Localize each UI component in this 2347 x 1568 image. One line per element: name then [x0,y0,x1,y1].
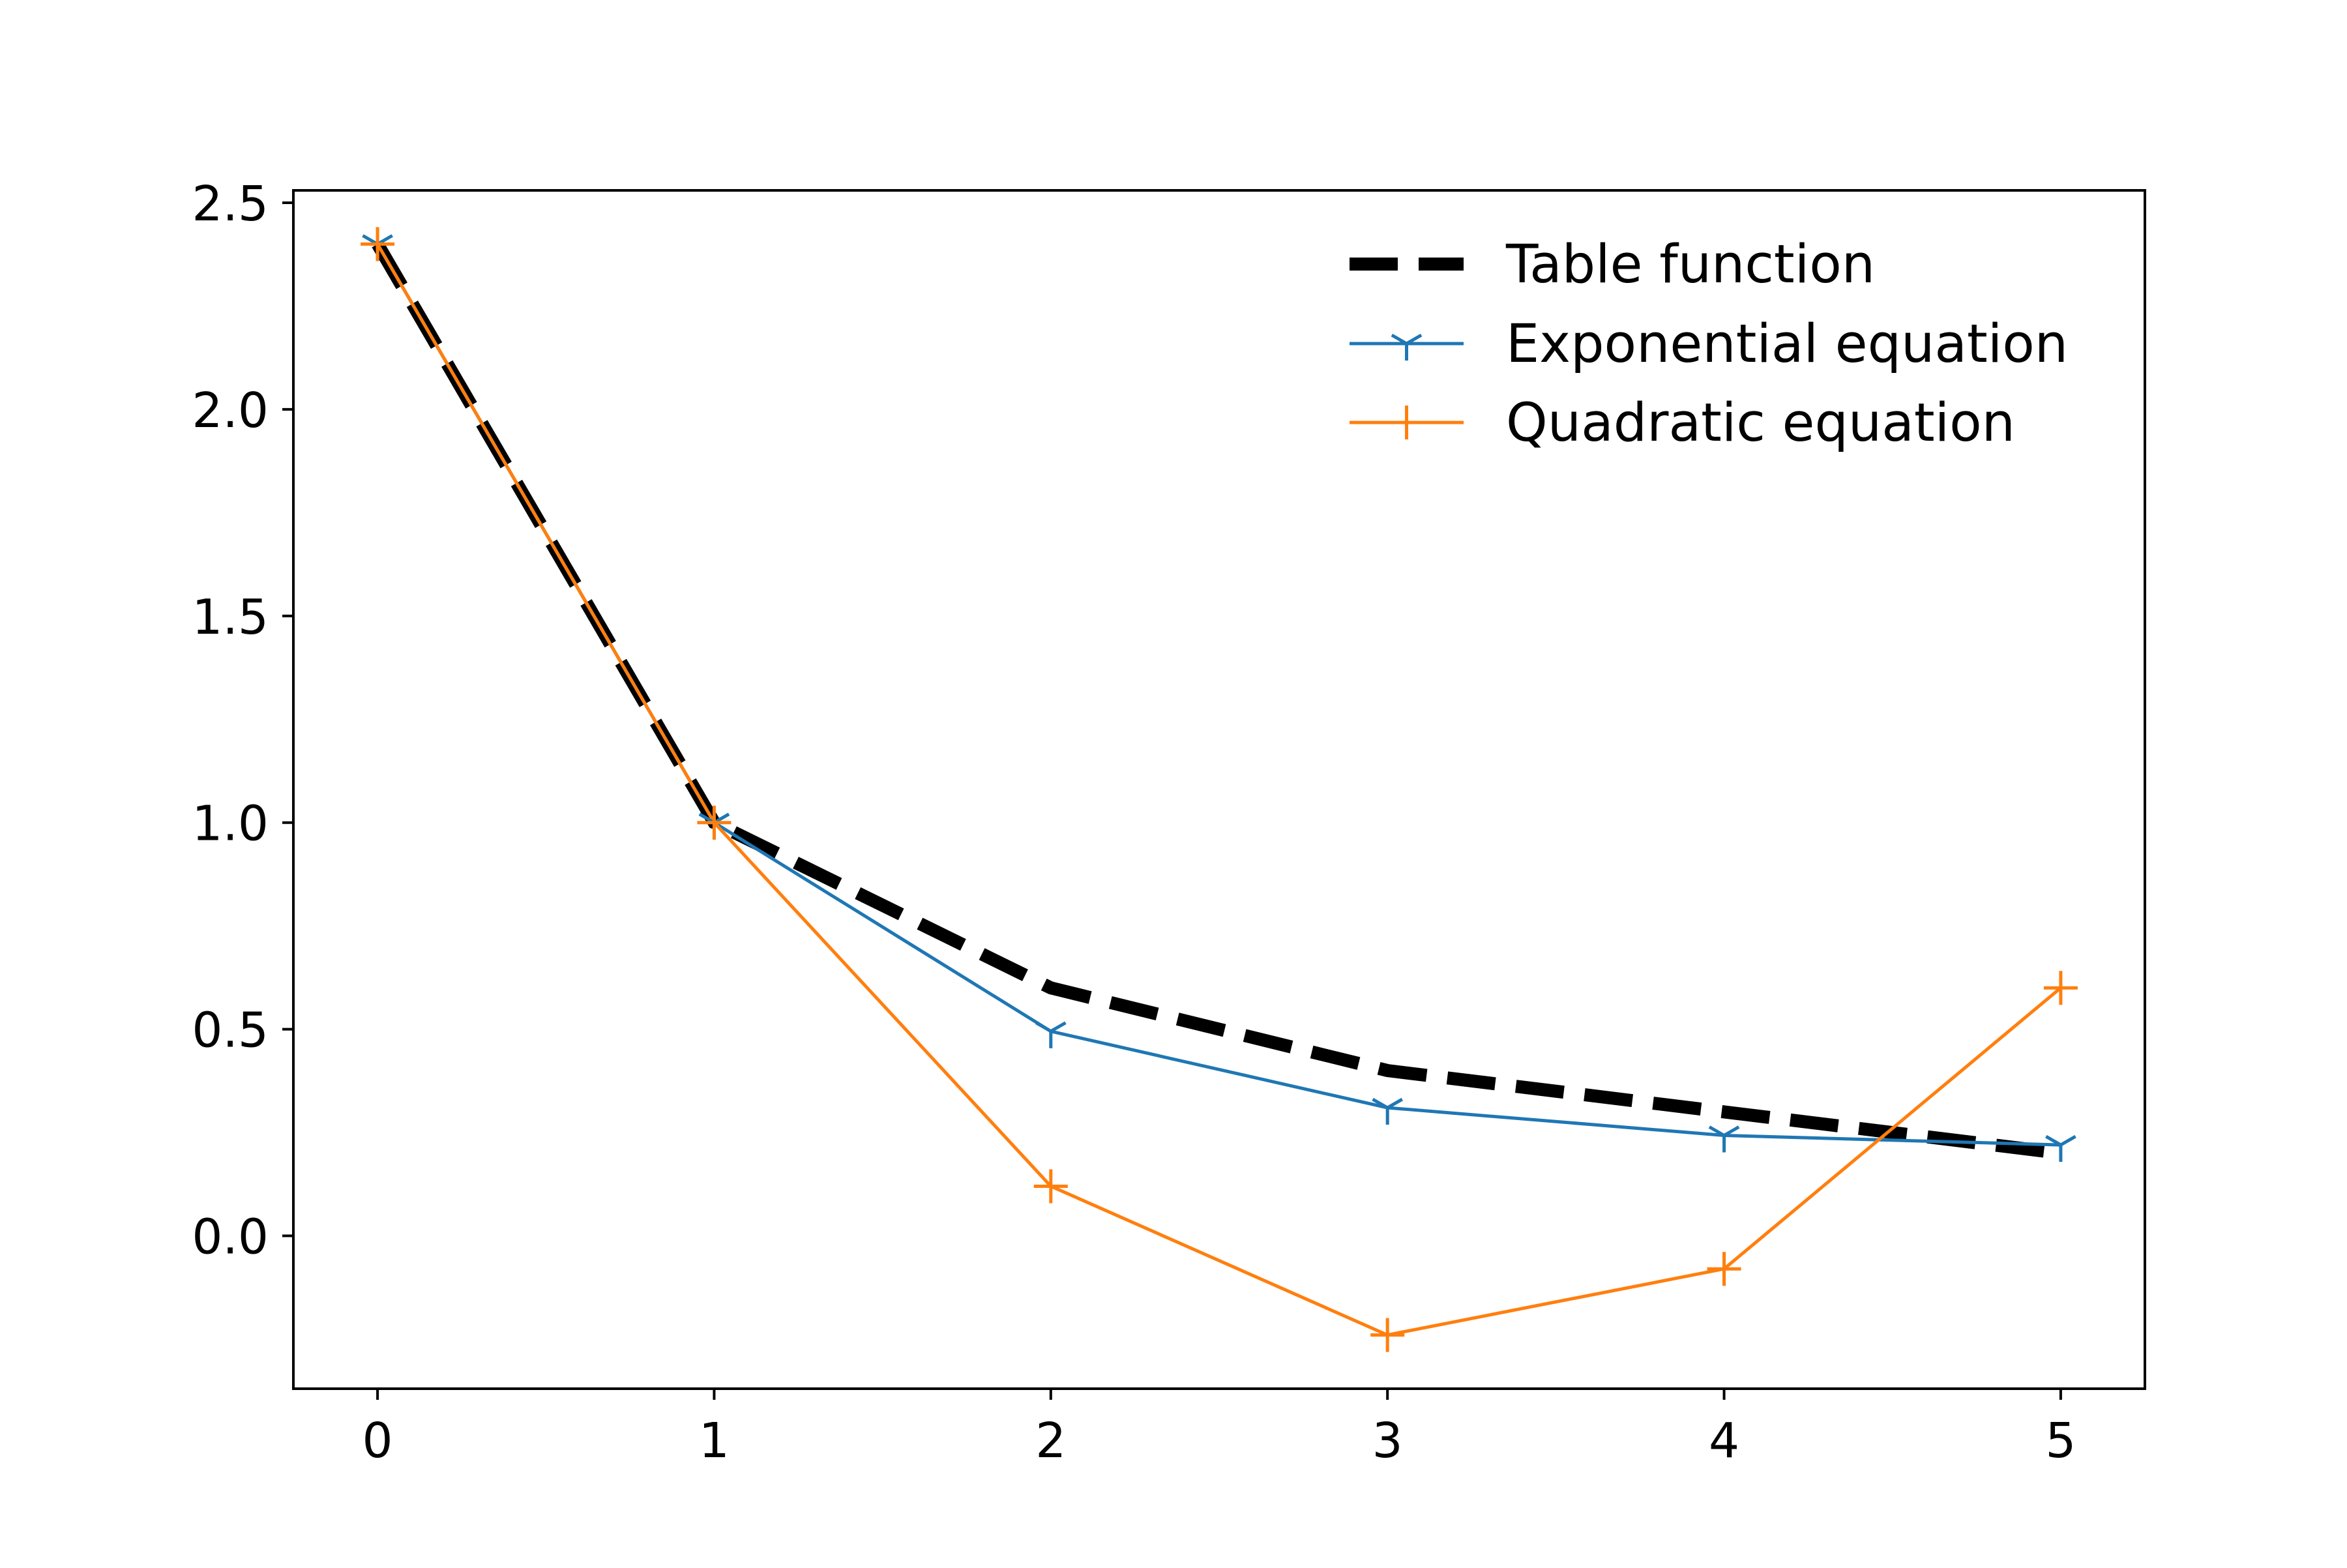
series-2-point-4 [1707,1252,1741,1286]
series-1-point-5 [2045,1134,2076,1162]
legend-label-0: Table function [1505,234,1875,295]
legend-marker-2 [1389,406,1424,439]
x-tick-label-0: 0 [362,1413,393,1469]
series-1-point-4 [1708,1125,1740,1153]
legend-marker-1 [1391,333,1423,361]
series-layer [361,227,2078,1352]
x-tick-label-2: 2 [1035,1413,1066,1469]
legend-label-1: Exponential equation [1506,314,2068,375]
series-1-point-2 [1035,1021,1067,1048]
legend: Table function Exponential equation Quadra… [1350,234,2068,454]
series-2-point-5 [2043,971,2078,1005]
axes-frame [292,189,2146,1390]
series-1-point-3 [1372,1097,1404,1125]
series-2-point-1 [697,805,731,840]
series-2-point-0 [361,227,395,261]
x-tick-label-1: 1 [699,1413,730,1469]
x-tick-label-4: 4 [1709,1413,1739,1469]
plot-area [361,227,2078,1352]
x-tick-label-5: 5 [2045,1413,2076,1469]
y-tick-label-3: 1.5 [192,589,269,645]
series-2-point-2 [1033,1169,1068,1204]
y-tick-label-0: 0.0 [192,1209,269,1265]
y-tick-label-5: 2.5 [192,176,269,232]
y-tick-label-2: 1.0 [192,796,269,852]
y-tick-label-1: 0.5 [192,1003,269,1059]
y-tick-label-4: 2.0 [192,383,269,439]
legend-label-2: Quadratic equation [1506,392,2015,454]
series-2-point-3 [1370,1318,1405,1352]
x-tick-label-3: 3 [1372,1413,1403,1469]
axes: 0 1 2 3 4 5 0.0 0.5 1.0 1.5 2.0 2.5 [192,176,2146,1469]
series-line-2 [376,243,2062,1337]
